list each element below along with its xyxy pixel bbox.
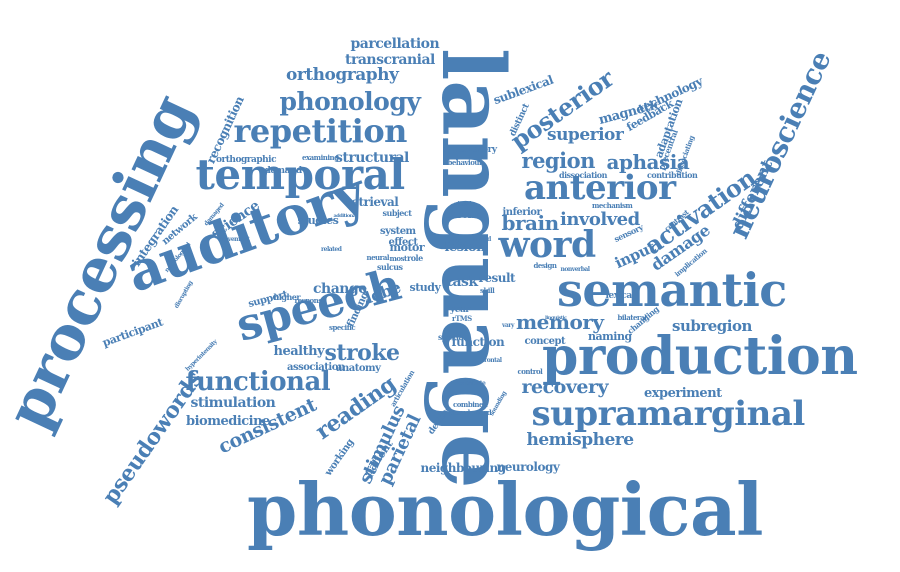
word-pseudowords: pseudowords — [96, 366, 208, 510]
word-neural: neural — [366, 252, 390, 262]
word-frontal: frontal — [482, 357, 502, 364]
word-higher: higher — [273, 292, 301, 302]
word-neurology: neurology — [496, 460, 560, 474]
word-study: study — [409, 280, 441, 294]
word-stimulation: stimulation — [190, 395, 276, 411]
word-mechanism: mechanism — [592, 200, 633, 210]
word-involved: involved — [560, 209, 640, 230]
word-motor: motor — [389, 240, 425, 254]
word-parcellation: parcellation — [350, 36, 440, 52]
word-task: task — [446, 274, 479, 290]
word-visual: visual — [454, 201, 472, 208]
word-healthy: healthy — [273, 343, 325, 359]
word-specific: specific — [329, 322, 356, 332]
word-region: region — [521, 147, 596, 173]
word-design: design — [533, 260, 557, 270]
word-control: control — [517, 366, 543, 376]
word-movement: movement — [218, 236, 250, 243]
word-memory: memory — [516, 310, 604, 334]
word-supramarginal: supramarginal — [531, 394, 806, 434]
word-anterior: anterior — [524, 168, 676, 208]
word-combined: combined — [453, 399, 488, 409]
word-functional: functional — [185, 367, 331, 397]
word-special: special — [438, 332, 466, 342]
word-demand: demand — [264, 165, 303, 176]
word-sound: sound — [473, 236, 491, 243]
word-structural: structural — [335, 150, 409, 166]
word-type: type — [447, 235, 463, 245]
word-rtms: rTMS — [452, 313, 472, 323]
word-hemisphere: hemisphere — [526, 429, 635, 450]
word-subregion: subregion — [672, 316, 752, 335]
word-nonverbal: nonverbal — [560, 266, 591, 273]
word-related: related — [321, 246, 342, 253]
word-chronic: chronic — [444, 210, 484, 221]
word-retrieval: retrieval — [345, 195, 399, 209]
word-repetition: repetition — [233, 112, 408, 150]
word-sulcus: sulcus — [377, 262, 403, 272]
word-articulatory: articulatory — [443, 144, 497, 155]
word-phonological: phonological — [247, 467, 764, 552]
word-orthography: orthography — [286, 64, 399, 85]
word-experiment: experiment — [644, 385, 722, 401]
word-role: role — [407, 253, 423, 263]
word-association: association — [287, 362, 345, 373]
word-skill: skill — [480, 285, 495, 295]
word-superior: superior — [547, 124, 624, 145]
word-result: result — [478, 271, 516, 285]
word-inferior: inferior — [502, 207, 542, 218]
word-contribution: contribution — [647, 170, 698, 180]
word-system: system — [380, 226, 416, 237]
word-neighbouring: neighbouring — [420, 461, 507, 475]
word-stroke: stroke — [324, 340, 401, 366]
word-brain: brain — [501, 211, 560, 235]
word-word: word — [498, 224, 597, 266]
word-lesion: lesion — [444, 239, 486, 255]
word-year: year — [450, 304, 470, 315]
word-function: function — [451, 335, 505, 349]
word-additional: additional — [333, 212, 358, 219]
word-phonology: phonology — [279, 86, 421, 116]
word-vary: vary — [502, 322, 515, 329]
word-bilateral: bilateral — [617, 312, 647, 322]
word-anatomy: anatomy — [336, 363, 381, 374]
word-linguistic: linguistic — [545, 314, 567, 321]
word-pseudoword: pseudoword — [449, 407, 492, 417]
word-contribute: contribute — [455, 380, 486, 387]
word-concept: concept — [524, 336, 566, 347]
word-studies: studies — [297, 213, 339, 227]
word-subject: subject — [382, 208, 412, 218]
word-most: most — [389, 253, 408, 263]
word-examining: examining — [302, 152, 339, 162]
word-behaviour: behaviour — [447, 157, 483, 167]
word-change: change — [313, 281, 367, 297]
word-effect: effect — [388, 237, 419, 248]
word-aphasia: aphasia — [606, 150, 690, 174]
word-naming: naming — [588, 329, 632, 343]
word-recovery: recovery — [521, 375, 609, 398]
word-orthographic: orthographic — [216, 154, 277, 165]
word-transcranial: transcranial — [345, 52, 435, 68]
word-temporal: temporal — [195, 150, 406, 199]
word-lexical: lexical — [605, 290, 636, 301]
word-biomedicine: biomedicine — [186, 413, 270, 429]
word-semantic: semantic — [557, 263, 787, 317]
word-response: response — [294, 295, 327, 305]
word-dissociation: dissociation — [559, 170, 607, 180]
word-production: production — [542, 326, 858, 387]
